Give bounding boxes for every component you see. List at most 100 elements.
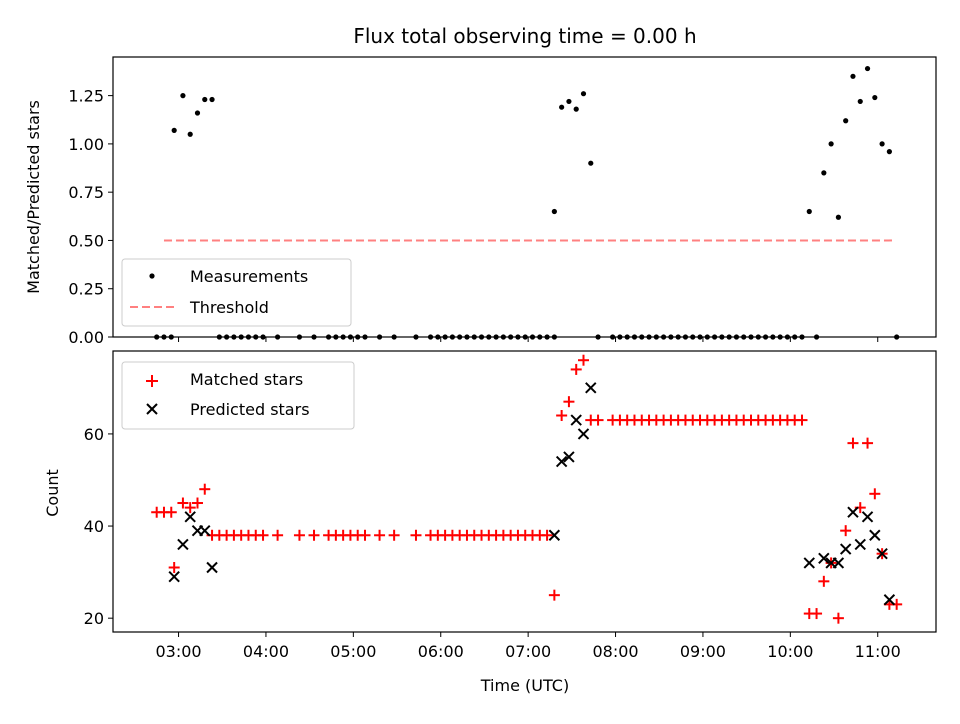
predicted-stars-point [818,552,830,565]
measurements-point [566,98,572,105]
top-y-tick-label: 0.25 [68,280,104,299]
matched-stars-point [165,506,177,518]
matched-stars-point [541,529,553,541]
measurements-point [588,160,594,166]
legend-matched-marker [146,375,158,387]
measurements-point [187,131,193,137]
predicted-stars-point [563,451,575,463]
predicted-stars-point [585,382,597,394]
x-tick-label: 11:00 [855,642,901,661]
legend-measurements-label: Measurements [190,267,308,286]
predicted-stars-point [803,557,815,569]
matched-stars-point [374,529,386,541]
top-axes-frame [112,56,937,338]
predicted-stars-point [577,428,590,440]
legend-predicted-label: Predicted stars [190,400,310,419]
matched-stars-point [388,529,400,541]
bottom-plot-area [151,354,903,624]
matched-stars-point [592,414,604,426]
measurements-point [209,96,215,103]
measurements-point [180,93,186,99]
measurements-point [202,96,208,103]
predicted-stars-point [184,511,196,523]
x-tick-label: 09:00 [680,642,726,661]
matched-stars-point [570,363,582,375]
matched-stars-point [168,562,180,574]
predicted-stars-point [555,455,568,468]
bottom-panel: 20 40 60 03:00 04:00 05:00 06:00 07:00 08:00 09:… [43,350,937,695]
matched-stars-point [577,354,589,366]
matched-stars-point [257,529,269,541]
measurements-point [886,149,892,155]
top-y-tick-label: 0.00 [68,328,104,347]
x-tick-label: 10:00 [767,642,813,661]
predicted-stars-point [206,561,218,574]
matched-stars-point [869,488,881,500]
predicted-stars-point [199,524,211,537]
x-axis-label: Time (UTC) [480,676,569,695]
chart-title: Flux total observing time = 0.00 h [353,24,696,48]
legend-threshold-label: Threshold [189,298,269,317]
predicted-stars-point [861,511,874,523]
top-y-tick-label: 1.25 [68,87,104,106]
matched-stars-point [191,497,203,509]
matched-stars-point [796,414,808,426]
x-tick-label: 06:00 [418,642,464,661]
matched-stars-point [293,529,305,541]
predicted-stars-point [847,506,859,518]
predicted-stars-point [883,594,896,606]
predicted-stars-point [570,414,582,426]
matched-stars-point [840,525,852,537]
measurements-point [551,208,557,215]
top-legend-box [121,258,352,327]
predicted-stars-point [854,538,866,551]
x-tick-label: 05:00 [330,642,376,661]
measurements-point [171,127,177,133]
matched-stars-point [272,529,284,541]
bottom-y-tick-label: 40 [84,517,104,536]
matched-stars-point [811,608,823,620]
top-plot-area [154,65,900,340]
bottom-y-tick-label: 60 [84,425,104,444]
predicted-stars-point [876,547,888,560]
measurements-point [806,208,812,215]
measurements-point [194,110,201,116]
predicted-stars-point [869,529,881,541]
matched-stars-point [308,529,320,541]
matched-stars-point [177,497,189,509]
predicted-stars-point [832,557,845,569]
top-panel: 0.00 0.25 0.50 0.75 1.00 1.25 Matched/Predict… [24,56,937,347]
predicted-stars-point [177,538,189,551]
matched-stars-point [199,483,211,495]
x-tick-label: 03:00 [155,642,201,661]
matched-stars-point [818,575,830,587]
predicted-stars-point [168,571,180,583]
bottom-y-tick-label: 20 [84,609,104,628]
measurements-point [879,141,885,147]
measurements-point [864,65,871,72]
matched-stars-point [548,589,560,601]
matched-stars-point [359,529,371,541]
measurements-point [843,118,849,124]
top-y-tick-label: 1.00 [68,135,104,154]
matched-stars-point [410,529,422,541]
top-y-tick-label: 0.75 [68,183,104,202]
measurements-point [580,91,587,97]
x-tick-label: 08:00 [592,642,638,661]
bottom-legend-box [121,361,355,430]
matched-stars-point [862,437,874,449]
measurements-point [835,214,842,220]
matched-stars-point [563,396,575,408]
measurements-point [573,106,579,112]
measurements-point [559,104,565,110]
matched-stars-point [832,612,844,624]
predicted-stars-point [839,543,852,555]
bottom-y-axis-label: Count [43,469,62,517]
measurements-point [872,94,878,101]
top-legend: Measurements Threshold [121,258,352,327]
measurements-point [857,98,863,105]
measurements-point [828,141,834,147]
top-y-tick-label: 0.50 [68,231,104,250]
x-tick-label: 07:00 [505,642,551,661]
